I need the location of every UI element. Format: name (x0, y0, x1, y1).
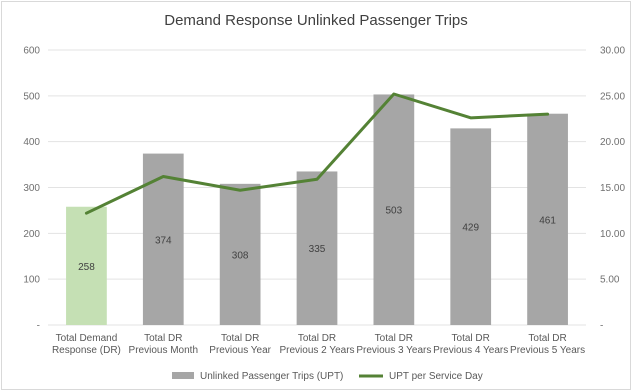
bar-data-label: 461 (539, 215, 556, 226)
x-category-label: Total DR (221, 333, 259, 344)
y-right-tick: 20.00 (600, 137, 625, 148)
bar-data-label: 308 (232, 250, 249, 261)
x-category-label: Total DR (528, 333, 566, 344)
legend-label-upt: Unlinked Passenger Trips (UPT) (200, 371, 343, 382)
x-category-label: Previous Year (209, 345, 271, 356)
y-left-tick: 600 (23, 46, 40, 57)
y-right-tick: 10.00 (600, 229, 625, 240)
y-right-tick: 15.00 (600, 183, 625, 194)
x-category-label: Previous 3 Years (356, 345, 431, 356)
y-right-tick: 25.00 (600, 91, 625, 102)
x-category-label: Total DR (375, 333, 413, 344)
x-category-label: Response (DR) (52, 345, 121, 356)
y-left-tick: 200 (23, 229, 40, 240)
bar-data-label: 374 (155, 235, 172, 246)
y-left-tick: 300 (23, 183, 40, 194)
y-left-tick: 500 (23, 91, 40, 102)
x-category-label: Total Demand (56, 333, 118, 344)
bar-data-label: 429 (462, 223, 479, 234)
x-category-label: Previous 2 Years (279, 345, 354, 356)
bar-data-label: 503 (386, 206, 403, 217)
x-category-label: Total DR (144, 333, 182, 344)
x-category-label: Previous Month (129, 345, 198, 356)
legend-label-upt-per-day: UPT per Service Day (389, 371, 483, 382)
x-category-label: Total DR (452, 333, 490, 344)
y-right-tick: 5.00 (600, 275, 620, 286)
bar-data-label: 335 (309, 244, 326, 255)
y-right-tick: 30.00 (600, 46, 625, 57)
y-left-tick: 400 (23, 137, 40, 148)
y-right-tick: - (600, 321, 603, 332)
x-category-label: Total DR (298, 333, 336, 344)
x-category-label: Previous 5 Years (510, 345, 585, 356)
y-left-tick: 100 (23, 275, 40, 286)
legend-swatch-upt (172, 372, 194, 379)
bar-data-label: 258 (78, 262, 95, 273)
y-left-tick: - (37, 321, 40, 332)
x-category-label: Previous 4 Years (433, 345, 508, 356)
